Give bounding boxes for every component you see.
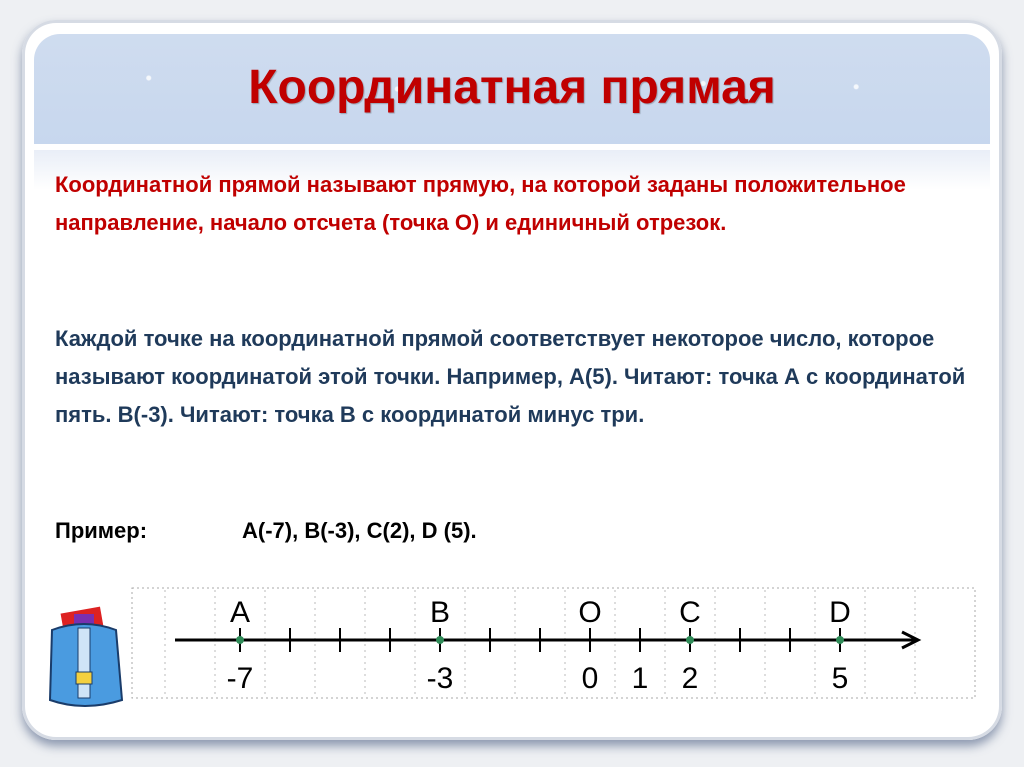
- school-bag-icon: [48, 606, 124, 707]
- point-A: [236, 636, 244, 644]
- point-D: [836, 636, 844, 644]
- point-label: A: [230, 596, 250, 629]
- point-C: [686, 636, 694, 644]
- point-label: C: [679, 596, 701, 629]
- arrow-icon: [901, 630, 922, 650]
- tick-label: 2: [682, 662, 699, 695]
- tick-label: 1: [632, 662, 649, 695]
- point-B: [436, 636, 444, 644]
- tick-label: -3: [427, 662, 454, 695]
- point-label: O: [578, 596, 601, 629]
- slide-title: Координатная прямая: [248, 61, 776, 114]
- sub-band: [34, 150, 990, 190]
- example-value: А(-7), В(-3), С(2), D (5).: [242, 518, 477, 543]
- point-label: B: [430, 596, 450, 629]
- explanation-text: Каждой точке на координатной прямой соот…: [55, 326, 966, 427]
- title-band: [34, 34, 990, 144]
- point-label: D: [829, 596, 851, 629]
- grid-frame: [131, 587, 976, 699]
- definition-text: Координатной прямой называют прямую, на …: [55, 172, 906, 235]
- example-label: Пример:: [55, 518, 148, 543]
- tick-label: 5: [832, 662, 849, 695]
- tick-label: -7: [227, 662, 254, 695]
- tick-label: 0: [582, 662, 599, 695]
